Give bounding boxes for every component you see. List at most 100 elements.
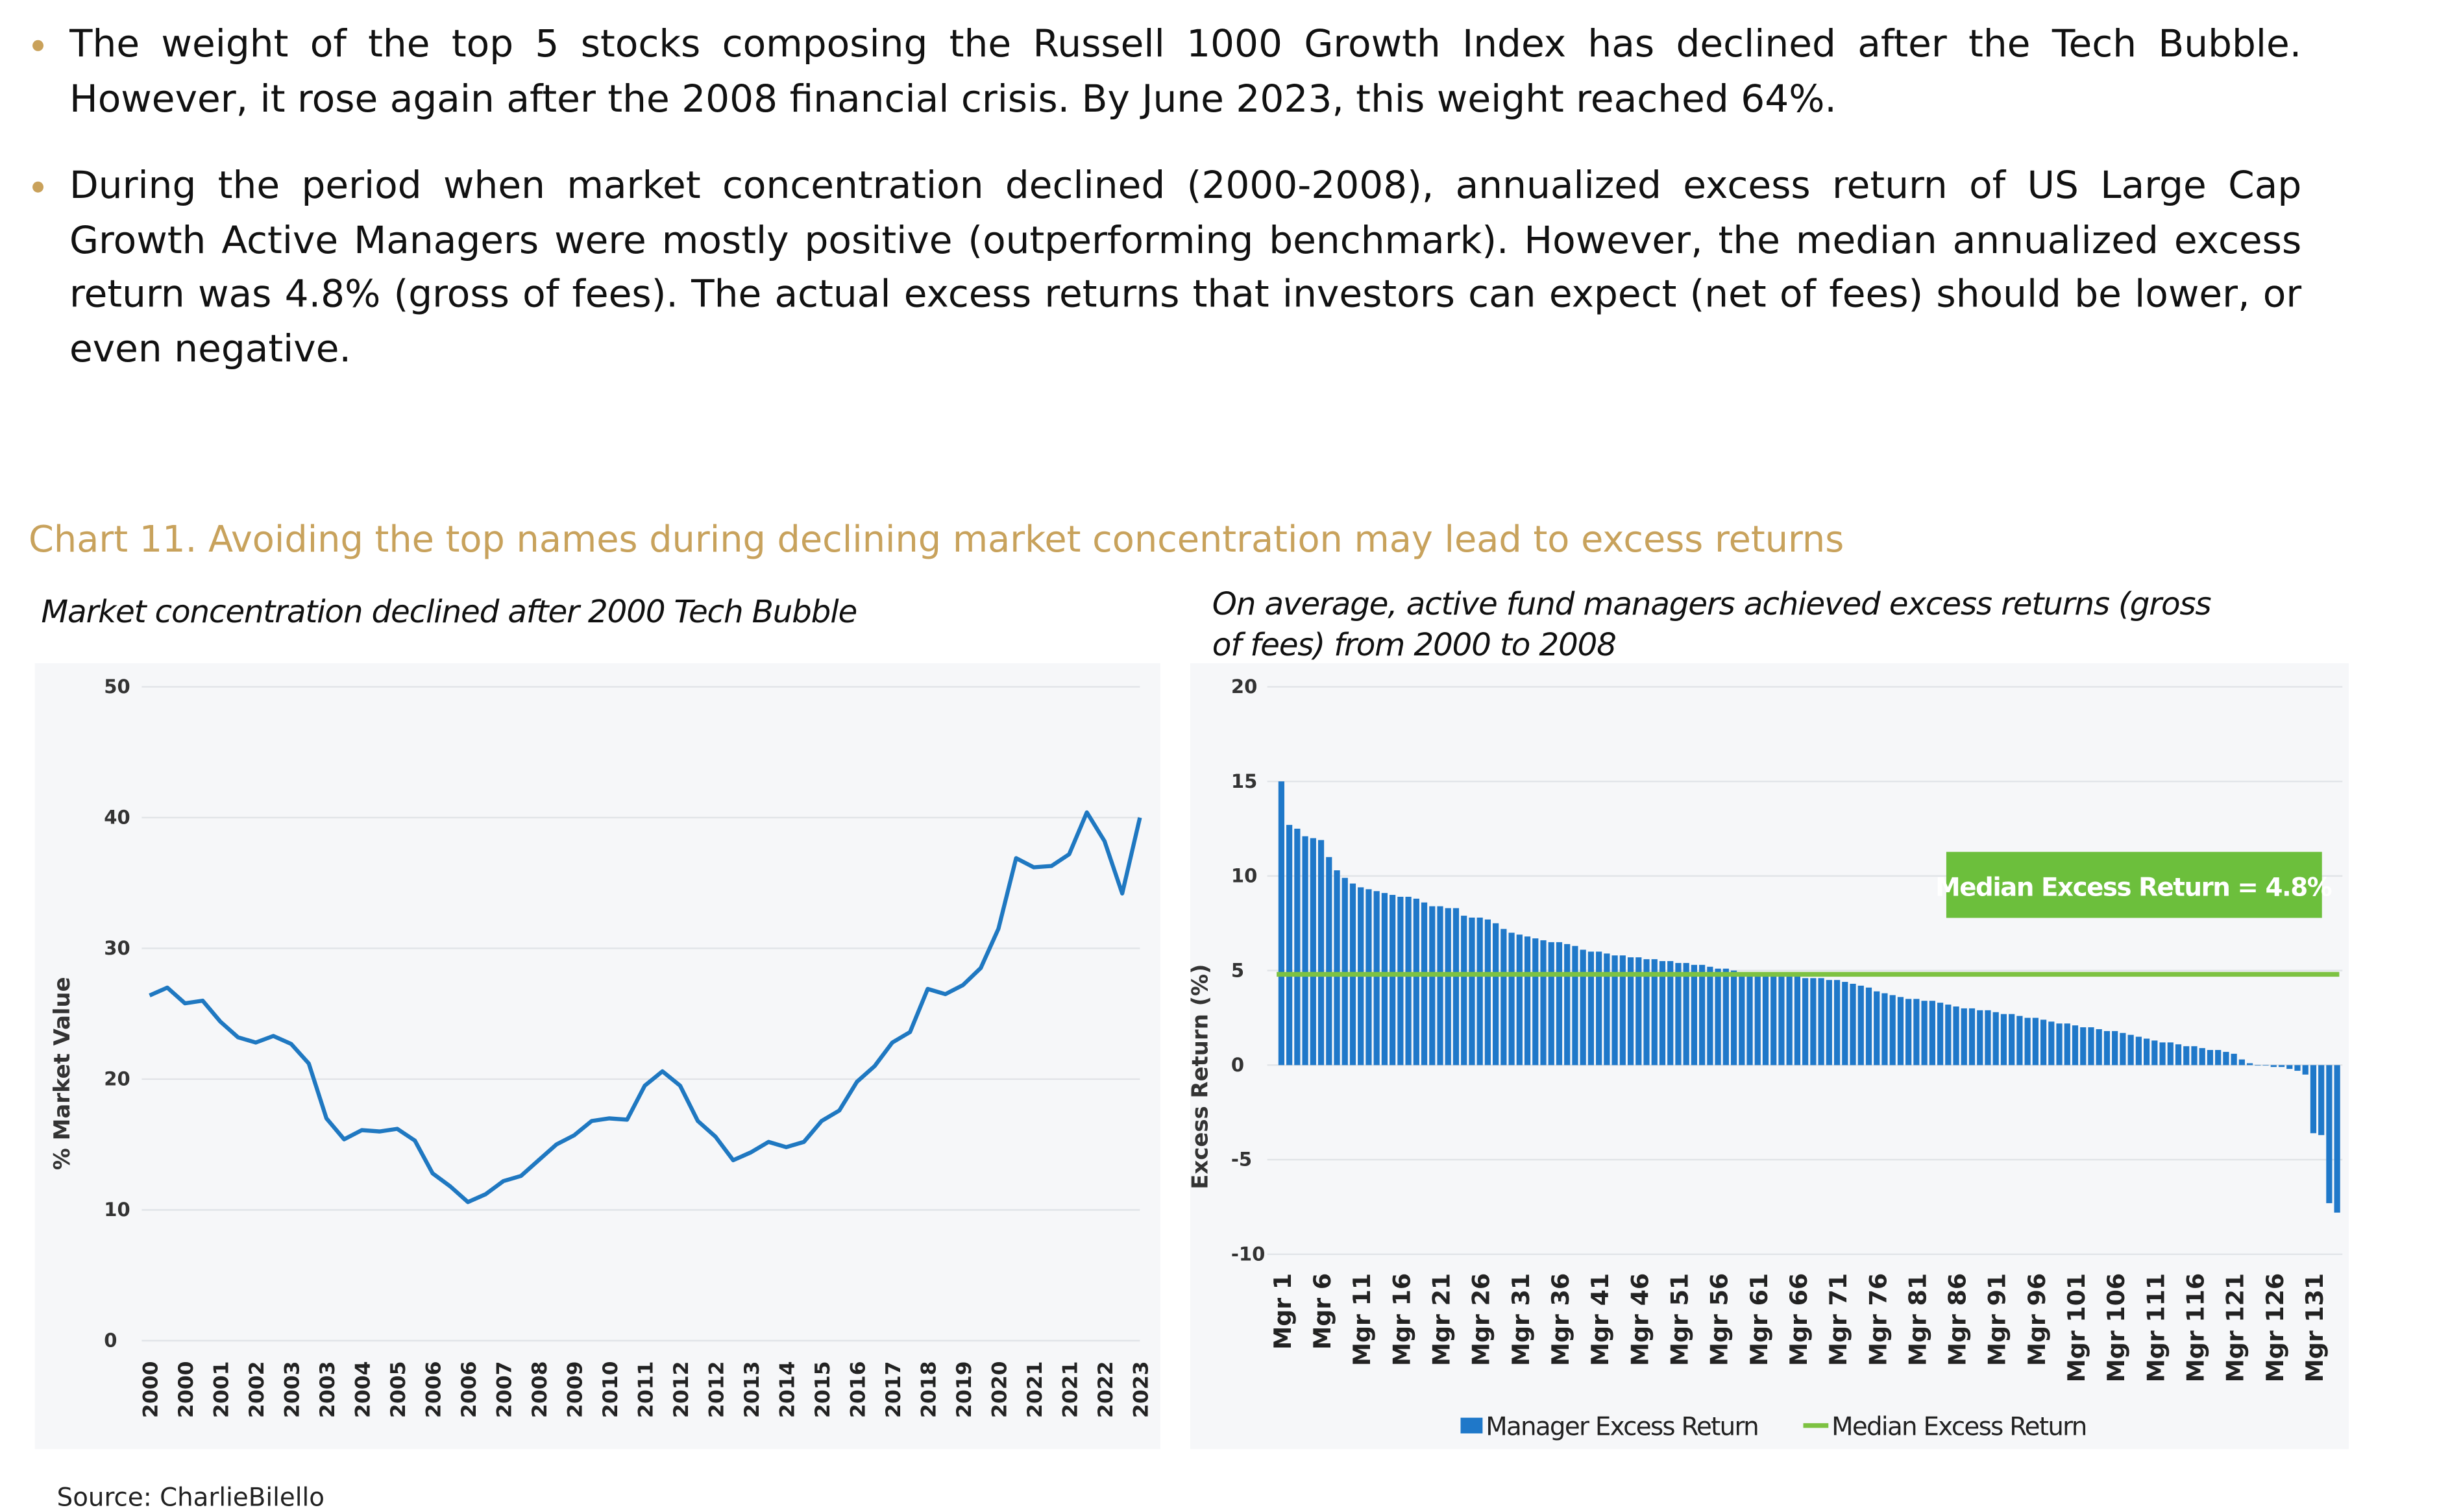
x-tick-label: Mgr 11 — [1348, 1273, 1376, 1366]
bar — [2286, 1065, 2293, 1069]
x-tick-label: 2002 — [245, 1361, 269, 1418]
bar — [1604, 953, 1610, 1066]
bar — [1929, 1001, 1935, 1066]
bar — [1818, 978, 1824, 1066]
x-tick-label: 2021 — [1059, 1361, 1083, 1418]
bar — [2238, 1059, 2245, 1066]
bar — [1667, 961, 1674, 1066]
x-tick-label: Mgr 106 — [2102, 1273, 2130, 1383]
bar — [2096, 1029, 2102, 1066]
bar — [1739, 972, 1745, 1066]
bar — [1897, 997, 1904, 1066]
chart-panel — [34, 663, 1160, 1450]
bar — [1850, 984, 1856, 1066]
bar — [2103, 1030, 2111, 1066]
bar — [1945, 1005, 1952, 1066]
bar — [1302, 836, 1308, 1066]
bar — [2318, 1065, 2325, 1136]
legend-label: Median Excess Return — [1831, 1412, 2087, 1441]
bar — [1397, 896, 1404, 1066]
subtitle-box: Market concentration declined after 2000… — [41, 592, 857, 631]
bar — [1445, 908, 1451, 1066]
bar — [1746, 972, 1753, 1066]
x-tick-label: Mgr 51 — [1665, 1273, 1693, 1366]
x-tick-label: 2001 — [210, 1361, 234, 1418]
bar — [2135, 1036, 2142, 1066]
x-tick-label: Mgr 66 — [1785, 1273, 1813, 1366]
bar — [1326, 857, 1332, 1066]
x-tick-label: 2012 — [705, 1361, 729, 1418]
bar — [1675, 962, 1682, 1066]
x-tick-label: 2005 — [387, 1361, 410, 1418]
x-tick-label: 2013 — [741, 1361, 764, 1418]
bar — [2302, 1065, 2308, 1075]
bar — [1881, 993, 1888, 1066]
bar — [1405, 896, 1412, 1066]
annotation: Median Excess Return = 4.8% — [1935, 873, 2332, 903]
bar — [2056, 1023, 2063, 1066]
x-tick-label: 2020 — [988, 1361, 1012, 1418]
bar — [2231, 1053, 2237, 1066]
bar — [1961, 1008, 1967, 1066]
x-tick-label: 2017 — [882, 1361, 905, 1418]
y-tick-label: 5 — [1231, 959, 1244, 981]
x-tick-label: Mgr 46 — [1626, 1273, 1654, 1366]
y-tick-label: -10 — [1231, 1243, 1265, 1265]
bar — [1985, 1010, 1991, 1066]
annotation-box — [1946, 851, 2322, 918]
bar — [2270, 1065, 2277, 1067]
bar — [2183, 1046, 2190, 1066]
bar — [2072, 1025, 2079, 1066]
bar — [1540, 940, 1547, 1066]
data-line — [149, 810, 1142, 1204]
bar — [1802, 978, 1809, 1066]
chart-subtitle: Market concentration declined after 2000… — [41, 592, 857, 631]
bar — [2143, 1038, 2150, 1066]
bar — [2175, 1044, 2182, 1066]
bar — [2246, 1063, 2253, 1066]
y-tick-label: 50 — [104, 676, 130, 698]
bar — [1421, 902, 1428, 1066]
bar — [1889, 995, 1896, 1066]
bar — [1294, 829, 1301, 1066]
bar — [1461, 916, 1467, 1066]
bar — [1365, 889, 1372, 1066]
y-tick-label: 0 — [104, 1330, 117, 1352]
bar — [2207, 1050, 2214, 1066]
bar — [1532, 938, 1539, 1066]
x-tick-label: 2008 — [528, 1361, 552, 1418]
bar — [2009, 1014, 2015, 1066]
y-tick-label: 20 — [104, 1068, 130, 1090]
bar — [1556, 942, 1563, 1066]
bar — [1627, 957, 1634, 1066]
chart-heading: Chart 11. Avoiding the top names during … — [29, 518, 1844, 561]
bar — [1659, 961, 1666, 1066]
chart-subtitle: On average, active fund managers achieve… — [1212, 584, 2212, 664]
bar — [1810, 978, 1817, 1066]
bar — [2191, 1046, 2198, 1066]
x-tick-label: Mgr 41 — [1586, 1273, 1614, 1366]
bar — [2112, 1030, 2118, 1066]
x-tick-label: 2014 — [776, 1361, 800, 1418]
bar — [1937, 1003, 1944, 1066]
bar — [1564, 944, 1571, 1066]
bar — [1437, 906, 1443, 1066]
bar — [1413, 898, 1419, 1066]
bar — [1715, 968, 1721, 1066]
bar — [2000, 1014, 2007, 1066]
bar — [2262, 1065, 2269, 1066]
x-tick-label: 2022 — [1094, 1361, 1118, 1418]
bar — [1508, 933, 1515, 1066]
bar — [2334, 1065, 2340, 1213]
bar — [2040, 1019, 2047, 1066]
x-tick-label: Mgr 31 — [1507, 1273, 1535, 1366]
bar — [1484, 919, 1491, 1066]
x-tick-label: 2023 — [1130, 1361, 1153, 1418]
bar — [2294, 1065, 2301, 1071]
x-tick-label: Mgr 121 — [2222, 1273, 2249, 1383]
bullet-text: The weight of the top 5 stocks composing… — [69, 21, 2302, 121]
legend-swatch — [1460, 1417, 1483, 1433]
bar — [1857, 985, 1864, 1066]
bar — [1786, 976, 1793, 1066]
